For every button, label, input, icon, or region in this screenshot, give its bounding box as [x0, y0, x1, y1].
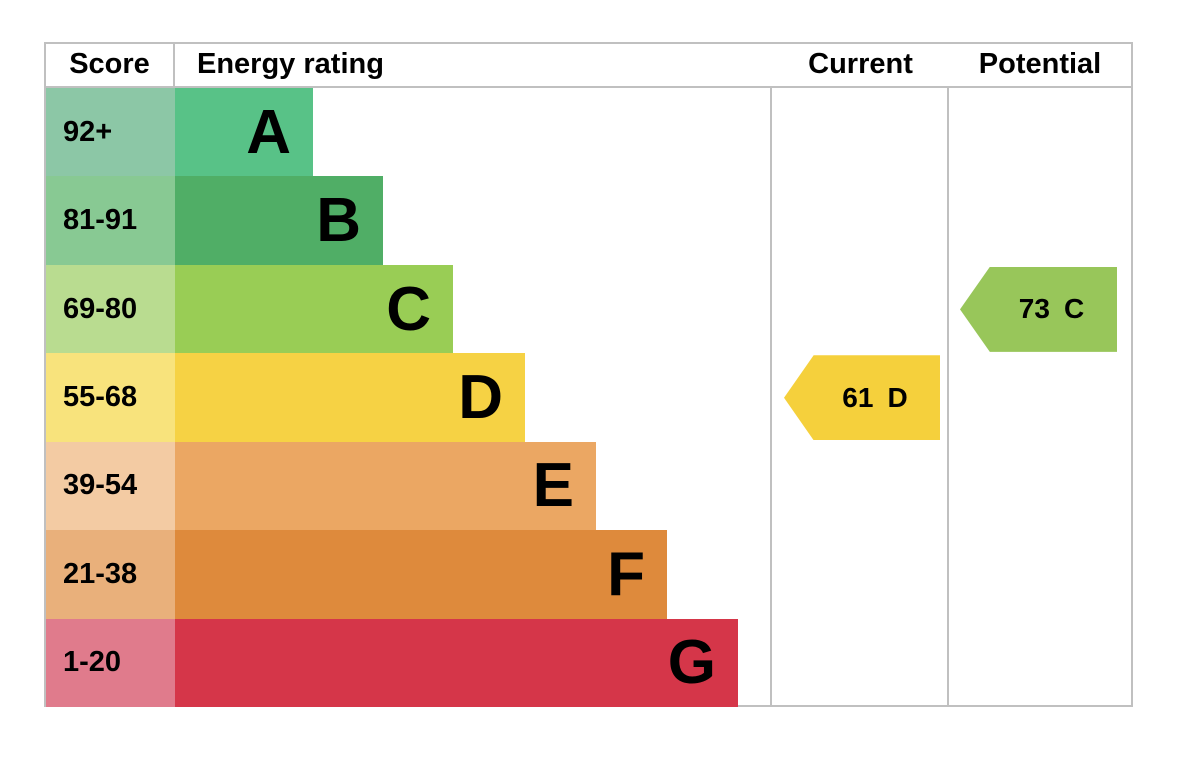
band-bar-c: C	[175, 264, 453, 354]
current-rating-arrow: 61 D	[784, 355, 940, 441]
header-potential: Potential	[978, 48, 1102, 80]
band-letter-c: C	[386, 274, 431, 344]
band-bar-d: D	[175, 353, 525, 442]
band-row-e: 39-54 E	[46, 441, 1131, 531]
band-score-g: 1-20	[46, 618, 175, 707]
epc-rating-table: Score Energy rating Current Potential 92…	[44, 42, 1133, 707]
header-energy-rating: Energy rating	[197, 48, 384, 80]
band-row-d: 55-68 D	[46, 353, 1131, 442]
band-bar-b: B	[175, 176, 383, 265]
band-letter-e: E	[532, 451, 574, 521]
band-score-d: 55-68	[46, 353, 175, 442]
band-score-e: 39-54	[46, 441, 175, 531]
band-letter-f: F	[607, 539, 645, 609]
potential-rating-arrow: 73 C	[960, 266, 1117, 352]
band-bar-a: A	[175, 88, 313, 177]
potential-rating-band: C	[1063, 293, 1085, 325]
band-letter-b: B	[316, 186, 361, 256]
column-divider-current	[770, 88, 772, 707]
band-letter-g: G	[667, 628, 716, 698]
potential-rating-value: 73	[1018, 293, 1050, 325]
band-bar-f: F	[175, 530, 667, 619]
band-bar-e: E	[175, 441, 596, 531]
current-rating-value: 61	[842, 381, 874, 413]
band-row-a: 92+ A	[46, 88, 1131, 177]
current-rating-band: D	[887, 381, 908, 413]
band-row-b: 81-91 B	[46, 176, 1131, 265]
band-letter-a: A	[246, 97, 291, 167]
band-score-c: 69-80	[46, 264, 175, 354]
band-letter-d: D	[458, 362, 503, 432]
band-row-c: 69-80 C	[46, 264, 1131, 354]
column-divider-potential	[947, 88, 949, 707]
band-bar-g: G	[175, 618, 738, 707]
table-header: Score Energy rating Current Potential	[46, 44, 1131, 88]
band-row-f: 21-38 F	[46, 530, 1131, 619]
band-score-f: 21-38	[46, 530, 175, 619]
header-score: Score	[46, 44, 175, 86]
band-score-b: 81-91	[46, 176, 175, 265]
band-row-g: 1-20 G	[46, 618, 1131, 707]
chart-body: 92+ A 81-91 B 69-80 C 55-68 D 39-54 E 21…	[46, 88, 1131, 707]
header-current: Current	[808, 48, 913, 80]
band-score-a: 92+	[46, 88, 175, 177]
